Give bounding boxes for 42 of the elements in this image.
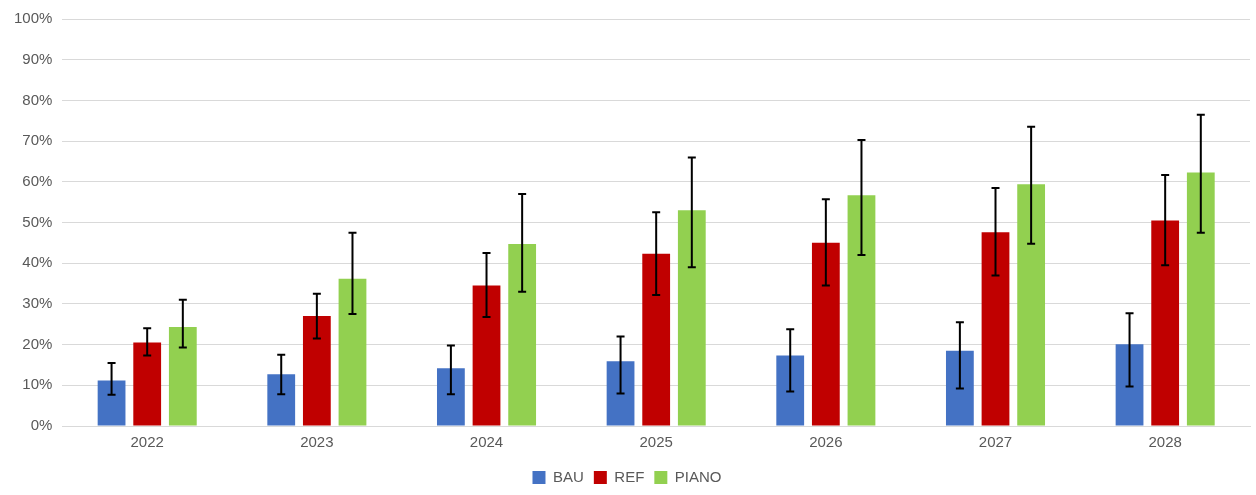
y-tick-label: 10%	[22, 375, 53, 393]
bar	[338, 278, 367, 426]
legend-label: BAU	[552, 467, 584, 485]
bar	[677, 210, 706, 426]
bar	[776, 355, 805, 426]
y-tick-label: 0%	[30, 416, 53, 434]
bar	[606, 361, 635, 426]
bar	[981, 232, 1010, 426]
bar	[437, 368, 465, 426]
x-tick-label: 2027	[978, 433, 1013, 451]
bar	[811, 242, 840, 426]
x-tick-label: 2025	[639, 433, 673, 451]
bar	[1017, 184, 1046, 426]
legend-label: REF	[614, 467, 645, 485]
bar	[847, 195, 876, 426]
bar	[133, 342, 162, 426]
y-tick-label: 50%	[22, 212, 53, 230]
y-tick-label: 20%	[22, 334, 53, 352]
bar	[945, 350, 974, 426]
y-tick-label: 90%	[22, 49, 53, 67]
bar	[1115, 344, 1144, 426]
bar	[1151, 220, 1180, 426]
bar	[168, 327, 197, 426]
x-tick-label: 2023	[300, 433, 334, 451]
bar	[302, 316, 331, 426]
y-tick-label: 30%	[22, 294, 53, 312]
bar	[97, 380, 126, 426]
y-tick-label: 40%	[22, 253, 53, 271]
x-tick-label: 2022	[130, 433, 164, 451]
y-tick-label: 100%	[13, 9, 53, 27]
y-tick-label: 80%	[22, 90, 53, 108]
bar	[1186, 172, 1215, 426]
y-tick-label: 60%	[22, 171, 53, 189]
bar	[642, 253, 671, 426]
bar	[508, 244, 537, 426]
bar	[472, 285, 501, 426]
bar	[267, 374, 296, 426]
x-tick-label: 2026	[809, 433, 843, 451]
x-tick-label: 2024	[469, 433, 504, 451]
x-tick-label: 2028	[1148, 433, 1182, 451]
y-tick-label: 70%	[22, 131, 53, 149]
legend-label: PIANO	[674, 467, 722, 485]
